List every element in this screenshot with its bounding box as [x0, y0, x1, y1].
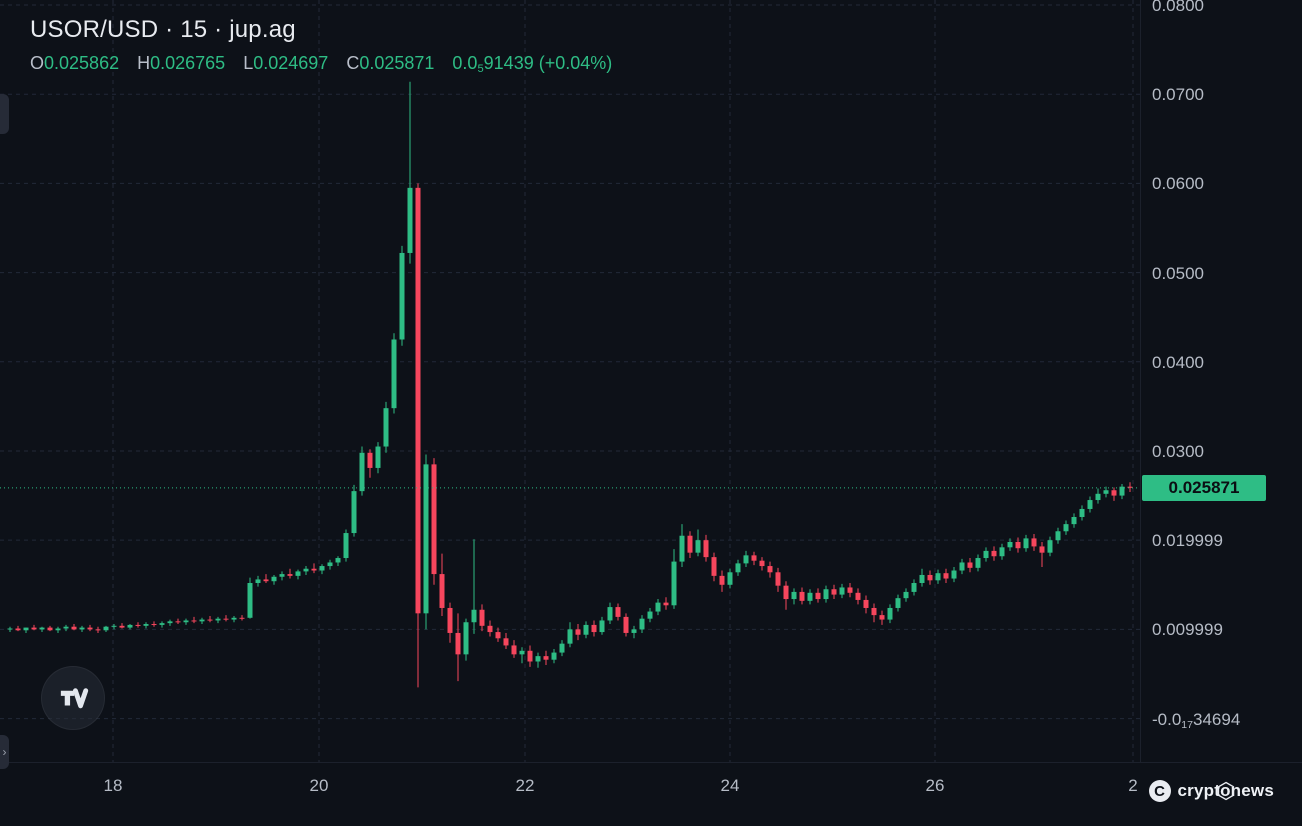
close-pair: C0.025871 [346, 53, 434, 73]
price-tick-label: 0.0800 [1152, 0, 1204, 15]
time-tick-label: 2 [1128, 776, 1138, 795]
price-tick-label: -0.01734694 [1152, 709, 1241, 731]
left-edge-tab[interactable] [0, 94, 9, 134]
cryptonews-wordmark: crypt onews [1177, 781, 1274, 800]
change-value: 0.0591439 (+0.04%) [452, 53, 613, 76]
chevron-right-icon: › [2, 745, 7, 759]
price-tick-label: 0.0600 [1152, 174, 1204, 194]
candlestick-chart[interactable] [0, 0, 1140, 762]
price-tick-label: 0.009999 [1152, 620, 1223, 640]
price-tick-label: 0.019999 [1152, 531, 1223, 551]
price-tick-label: 0.0300 [1152, 441, 1204, 461]
close-label: C [346, 53, 360, 73]
time-tick-label: 18 [103, 776, 123, 795]
low-label: L [243, 53, 254, 73]
time-tick-label: 26 [925, 776, 945, 795]
time-tick-label: 22 [515, 776, 535, 795]
cryptonews-logo-icon: C [1148, 780, 1171, 802]
time-tick-label: 24 [720, 776, 740, 795]
symbol-title[interactable]: USOR/USD · 15 · jup.ag [30, 16, 296, 43]
high-value: 0.026765 [150, 53, 226, 73]
time-axis[interactable]: 18 20 22 24 26 2 [0, 762, 1302, 826]
high-pair: H0.026765 [137, 53, 225, 73]
cryptonews-watermark: C crypt onews [1148, 780, 1275, 802]
tradingview-icon [60, 688, 89, 709]
tradingview-logo[interactable] [41, 666, 105, 730]
price-badge: 0.025871 [1142, 474, 1266, 501]
open-label: O [30, 53, 45, 73]
price-tick-label: 0.0400 [1152, 352, 1204, 372]
low-pair: L0.024697 [243, 53, 328, 73]
open-pair: O0.025862 [30, 53, 119, 73]
close-value: 0.025871 [359, 53, 435, 73]
time-tick-label: 20 [309, 776, 329, 795]
high-label: H [137, 53, 151, 73]
ohlc-row: O0.025862 H0.026765 L0.024697 C0.025871 … [30, 53, 613, 76]
price-tick-label: 0.0700 [1152, 85, 1204, 105]
price-axis[interactable]: 0.025871 0.0800 0.0700 0.0600 0.0500 0.0400 0… [1140, 0, 1302, 762]
low-value: 0.024697 [253, 53, 329, 73]
open-value: 0.025862 [44, 53, 120, 73]
left-edge-chevron-tab[interactable]: › [0, 735, 9, 769]
chart-legend: USOR/USD · 15 · jup.ag O0.025862 H0.0267… [30, 16, 613, 76]
price-tick-label: 0.0500 [1152, 263, 1204, 283]
